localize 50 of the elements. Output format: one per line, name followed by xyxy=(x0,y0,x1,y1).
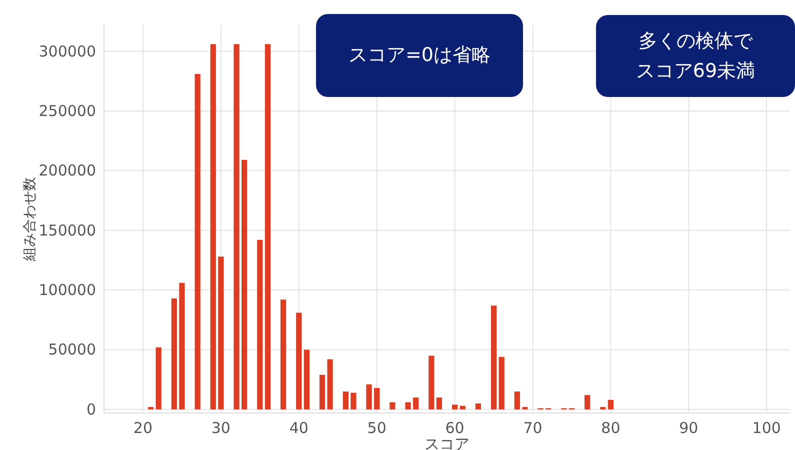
bar xyxy=(608,400,614,410)
y-tick-label: 0 xyxy=(86,400,96,418)
x-tick-label: 60 xyxy=(445,419,464,437)
y-tick-label: 250000 xyxy=(38,102,96,120)
bar xyxy=(475,403,481,410)
y-tick-label: 300000 xyxy=(38,42,96,60)
bar xyxy=(350,392,356,410)
bar xyxy=(452,404,458,410)
bar xyxy=(584,395,590,410)
bar xyxy=(490,306,497,410)
bar xyxy=(194,74,200,410)
bar xyxy=(319,374,326,410)
x-tick-label: 20 xyxy=(133,419,153,437)
bar xyxy=(179,282,185,410)
y-axis-title: 組み合わせ数 xyxy=(22,177,38,262)
bar xyxy=(498,356,504,410)
bar xyxy=(436,397,442,410)
x-tick-label: 50 xyxy=(367,419,386,437)
bar xyxy=(218,256,224,410)
bar xyxy=(428,356,434,410)
bar xyxy=(366,384,372,410)
x-tick-label: 30 xyxy=(211,419,230,437)
bar xyxy=(405,402,411,410)
bar xyxy=(296,312,302,410)
bar xyxy=(460,406,466,410)
bar xyxy=(280,300,286,410)
y-tick-label: 100000 xyxy=(38,281,96,300)
bar xyxy=(342,392,348,410)
x-tick-label: 90 xyxy=(679,419,698,437)
bar xyxy=(264,44,271,410)
x-tick-label: 100 xyxy=(752,419,781,437)
bar xyxy=(514,392,520,410)
bar xyxy=(327,359,333,410)
y-tick-label: 150000 xyxy=(38,221,96,240)
bar xyxy=(374,388,380,410)
bar xyxy=(242,160,248,410)
bar xyxy=(390,402,396,410)
x-tick-label: 70 xyxy=(523,419,542,437)
bar xyxy=(210,44,216,410)
y-tick-label: 200000 xyxy=(38,162,96,180)
x-axis-title: スコア xyxy=(424,435,470,450)
x-tick-label: 80 xyxy=(601,419,620,437)
bar xyxy=(413,397,419,410)
bar xyxy=(257,240,263,410)
bar xyxy=(304,350,310,410)
bar xyxy=(234,44,240,410)
bar xyxy=(171,298,177,410)
y-tick-label: 50000 xyxy=(48,340,96,359)
bar xyxy=(156,347,162,410)
x-tick-label: 40 xyxy=(289,419,308,437)
